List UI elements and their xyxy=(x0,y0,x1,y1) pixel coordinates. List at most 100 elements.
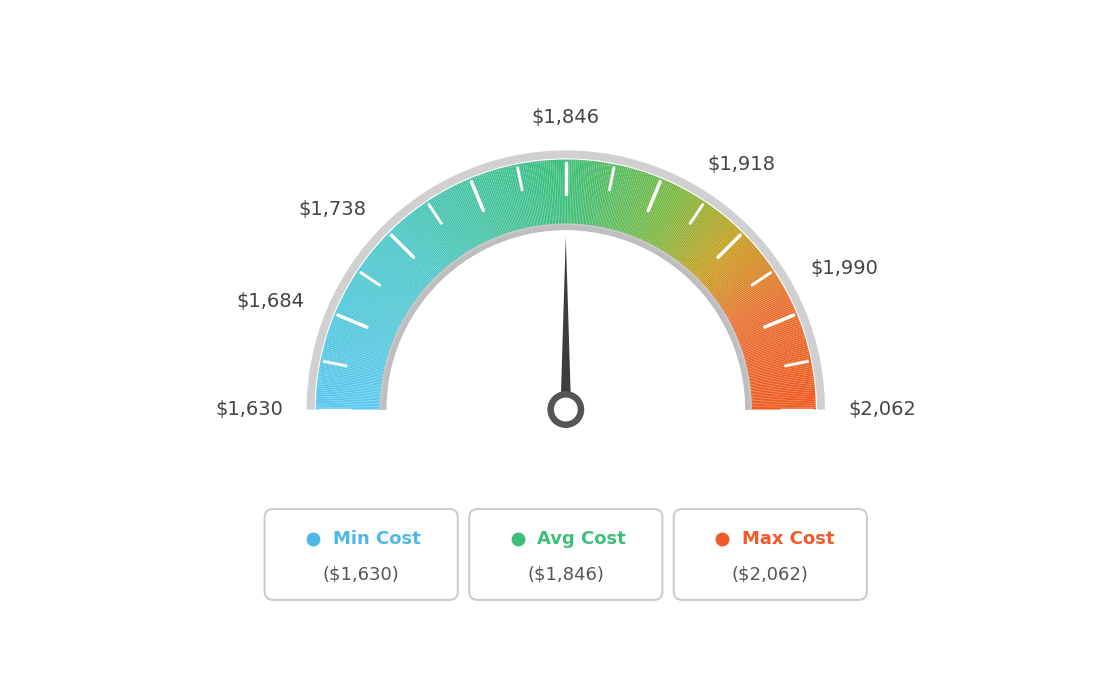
Wedge shape xyxy=(596,164,611,233)
Wedge shape xyxy=(639,181,670,247)
Wedge shape xyxy=(315,159,817,410)
Wedge shape xyxy=(629,176,656,243)
Wedge shape xyxy=(370,253,426,299)
Wedge shape xyxy=(434,197,473,257)
Wedge shape xyxy=(341,298,405,331)
Wedge shape xyxy=(739,346,808,365)
Wedge shape xyxy=(572,159,575,230)
Wedge shape xyxy=(454,185,487,249)
Wedge shape xyxy=(392,228,443,281)
Wedge shape xyxy=(637,180,667,246)
Wedge shape xyxy=(591,162,603,233)
Wedge shape xyxy=(401,221,448,275)
Wedge shape xyxy=(397,224,446,277)
Wedge shape xyxy=(367,256,424,301)
Text: $1,918: $1,918 xyxy=(708,155,775,174)
Wedge shape xyxy=(427,201,467,261)
Wedge shape xyxy=(703,250,760,297)
Wedge shape xyxy=(307,150,825,410)
Wedge shape xyxy=(317,384,388,393)
Wedge shape xyxy=(355,273,416,313)
Wedge shape xyxy=(352,277,414,316)
Wedge shape xyxy=(490,170,513,239)
Wedge shape xyxy=(721,286,784,322)
Wedge shape xyxy=(550,160,556,231)
Wedge shape xyxy=(661,199,701,259)
Wedge shape xyxy=(523,163,537,233)
Wedge shape xyxy=(712,266,772,308)
Wedge shape xyxy=(316,406,386,408)
Wedge shape xyxy=(612,168,631,237)
Wedge shape xyxy=(319,371,389,383)
Wedge shape xyxy=(372,250,428,297)
Wedge shape xyxy=(513,165,530,235)
Wedge shape xyxy=(316,394,388,400)
Wedge shape xyxy=(416,208,459,266)
Wedge shape xyxy=(542,161,551,231)
Wedge shape xyxy=(326,338,394,359)
Wedge shape xyxy=(742,364,813,379)
Wedge shape xyxy=(540,161,549,231)
Wedge shape xyxy=(474,177,501,243)
Wedge shape xyxy=(539,161,548,232)
Wedge shape xyxy=(707,255,763,300)
Wedge shape xyxy=(558,159,562,230)
Wedge shape xyxy=(745,400,816,404)
Wedge shape xyxy=(699,243,753,291)
Wedge shape xyxy=(364,259,423,303)
Wedge shape xyxy=(697,238,750,288)
Wedge shape xyxy=(517,164,532,234)
Wedge shape xyxy=(729,305,794,336)
Wedge shape xyxy=(329,326,397,352)
Wedge shape xyxy=(745,406,816,408)
Wedge shape xyxy=(537,161,546,232)
Text: ($2,062): ($2,062) xyxy=(732,565,809,583)
Wedge shape xyxy=(619,171,643,239)
Wedge shape xyxy=(618,170,641,239)
Wedge shape xyxy=(380,241,434,290)
Wedge shape xyxy=(317,380,388,390)
Wedge shape xyxy=(720,282,782,319)
Wedge shape xyxy=(660,197,700,259)
Wedge shape xyxy=(511,165,528,235)
Wedge shape xyxy=(744,390,815,397)
Wedge shape xyxy=(588,161,599,232)
Wedge shape xyxy=(739,342,807,362)
Wedge shape xyxy=(745,404,816,406)
Wedge shape xyxy=(335,312,401,341)
Wedge shape xyxy=(320,363,390,377)
Wedge shape xyxy=(457,184,489,248)
Text: $1,738: $1,738 xyxy=(298,200,365,219)
Polygon shape xyxy=(560,236,572,421)
Wedge shape xyxy=(675,210,719,268)
Wedge shape xyxy=(626,175,652,241)
Wedge shape xyxy=(740,349,809,368)
Wedge shape xyxy=(343,294,407,328)
Wedge shape xyxy=(447,188,482,252)
Wedge shape xyxy=(648,188,682,251)
Wedge shape xyxy=(482,173,508,241)
Wedge shape xyxy=(519,164,533,234)
Wedge shape xyxy=(357,270,417,311)
Wedge shape xyxy=(381,240,434,289)
Wedge shape xyxy=(737,338,806,359)
Wedge shape xyxy=(693,234,745,285)
Wedge shape xyxy=(573,159,577,230)
Wedge shape xyxy=(319,366,390,380)
Wedge shape xyxy=(498,168,519,237)
Wedge shape xyxy=(683,221,731,275)
Wedge shape xyxy=(668,204,710,263)
Wedge shape xyxy=(359,268,418,309)
Wedge shape xyxy=(562,159,564,230)
Wedge shape xyxy=(481,174,507,241)
Wedge shape xyxy=(599,164,615,234)
Wedge shape xyxy=(575,160,582,231)
Wedge shape xyxy=(375,246,431,293)
Wedge shape xyxy=(658,195,697,257)
Wedge shape xyxy=(428,199,469,260)
Wedge shape xyxy=(408,215,454,270)
Wedge shape xyxy=(649,188,684,252)
Wedge shape xyxy=(406,216,453,272)
Wedge shape xyxy=(414,210,458,267)
Wedge shape xyxy=(336,310,402,339)
